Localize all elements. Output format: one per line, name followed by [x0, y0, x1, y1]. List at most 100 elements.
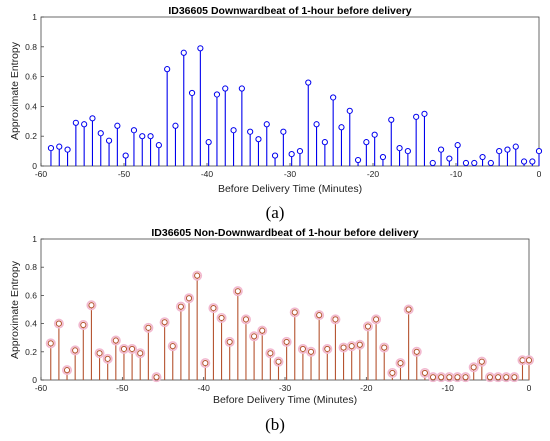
stem-marker-halo-b	[371, 314, 382, 325]
stem-marker-halo-b	[403, 304, 414, 315]
stem-point-a	[280, 128, 287, 166]
stem-point-b	[118, 343, 129, 380]
x-tick-label-a: -40	[201, 169, 214, 179]
stem-point-a	[379, 153, 387, 166]
stem-point-a	[164, 66, 171, 166]
stem-point-a	[354, 156, 362, 166]
stem-point-b	[281, 336, 292, 380]
stem-marker-a	[296, 148, 304, 155]
panel-label-b: (b)	[265, 415, 285, 434]
stem-point-a	[363, 139, 370, 166]
x-tick-label-b: 0	[527, 383, 532, 393]
chart-panel-a: ID36605 Downwardbeat of 1-hour before de…	[9, 5, 543, 222]
stem-point-a	[504, 146, 511, 166]
stem-point-a	[462, 159, 470, 167]
plot-area-b	[40, 238, 530, 381]
stem-point-a	[330, 94, 337, 166]
stem-marker-b	[494, 374, 502, 381]
stem-marker-a	[388, 116, 395, 123]
stem-marker-halo-b	[167, 341, 178, 352]
stem-point-a	[114, 122, 121, 166]
stem-marker-halo-b	[476, 356, 487, 367]
stem-marker-b	[177, 303, 184, 310]
stem-marker-halo-b	[200, 358, 211, 369]
stem-marker-b	[112, 337, 119, 344]
stem-marker-a	[247, 128, 254, 135]
y-tick-label-b: 0.2	[25, 347, 37, 357]
stem-point-a	[197, 45, 204, 166]
stem-point-a	[454, 142, 461, 166]
stem-marker-b	[96, 350, 103, 357]
stem-marker-a	[379, 153, 387, 161]
stem-marker-a	[404, 148, 411, 155]
y-tick-label-a: 0	[32, 161, 37, 171]
stem-point-b	[314, 310, 325, 380]
stem-point-a	[230, 127, 237, 166]
chart-title-a: ID36605 Downwardbeat of 1-hour before de…	[168, 5, 411, 17]
stem-marker-b	[381, 344, 388, 351]
stem-point-b	[53, 318, 64, 380]
stem-marker-a	[371, 131, 378, 138]
stem-point-b	[167, 341, 178, 380]
stem-marker-b	[324, 345, 331, 353]
stem-marker-halo-b	[94, 348, 105, 359]
stem-marker-b	[405, 306, 412, 313]
x-tick-label-b: -10	[442, 383, 455, 393]
stem-marker-a	[81, 121, 88, 128]
stem-marker-b	[202, 359, 209, 367]
stem-point-b	[110, 335, 121, 380]
stem-marker-a	[89, 115, 96, 122]
stem-point-b	[216, 312, 227, 380]
stem-point-a	[205, 139, 212, 166]
stem-point-b	[175, 301, 186, 380]
y-tick-label-a: 0.4	[25, 101, 37, 111]
stem-point-b	[62, 365, 73, 380]
stem-point-b	[135, 348, 146, 380]
stem-marker-halo-b	[184, 293, 195, 304]
stem-marker-b	[259, 327, 266, 334]
stem-point-b	[346, 341, 357, 380]
stem-marker-halo-b	[192, 270, 203, 281]
stem-marker-a	[97, 130, 104, 137]
stem-point-a	[437, 146, 445, 166]
stem-marker-a	[330, 94, 337, 101]
stem-marker-a	[180, 49, 187, 56]
stem-point-b	[159, 317, 170, 380]
stem-point-a	[371, 131, 378, 166]
stem-marker-b	[210, 304, 217, 312]
stem-point-b	[70, 345, 81, 380]
stem-point-a	[188, 89, 196, 166]
stem-marker-halo-b	[159, 317, 170, 328]
stem-marker-b	[226, 338, 233, 346]
stem-marker-halo-b	[395, 358, 406, 369]
stem-point-a	[222, 85, 229, 166]
stem-point-a	[413, 113, 420, 166]
stem-marker-halo-b	[175, 301, 186, 312]
stem-marker-a	[529, 158, 536, 165]
stem-point-a	[97, 130, 104, 166]
stem-marker-a	[535, 148, 543, 155]
stem-marker-a	[213, 91, 221, 98]
stem-point-b	[322, 343, 333, 380]
x-axis-label-a: Before Delivery Time (Minutes)	[218, 183, 362, 195]
stem-point-b	[184, 293, 195, 380]
stem-marker-a	[271, 152, 279, 159]
stem-marker-a	[504, 146, 511, 153]
stem-point-a	[147, 133, 154, 166]
stem-point-b	[362, 321, 373, 380]
stem-point-b	[289, 307, 300, 380]
stem-marker-b	[161, 319, 168, 326]
stem-point-a	[479, 153, 486, 166]
stem-marker-halo-b	[224, 336, 235, 347]
stem-marker-b	[470, 364, 477, 371]
stem-point-a	[520, 158, 528, 166]
stem-marker-b	[372, 316, 380, 323]
stem-point-a	[238, 85, 245, 166]
stem-point-b	[86, 300, 97, 380]
stem-marker-b	[169, 343, 176, 350]
stem-point-a	[396, 145, 403, 166]
y-tick-label-b: 0.4	[25, 319, 37, 329]
stem-point-a	[535, 148, 543, 166]
stem-point-a	[172, 122, 179, 166]
stem-marker-b	[128, 345, 136, 353]
